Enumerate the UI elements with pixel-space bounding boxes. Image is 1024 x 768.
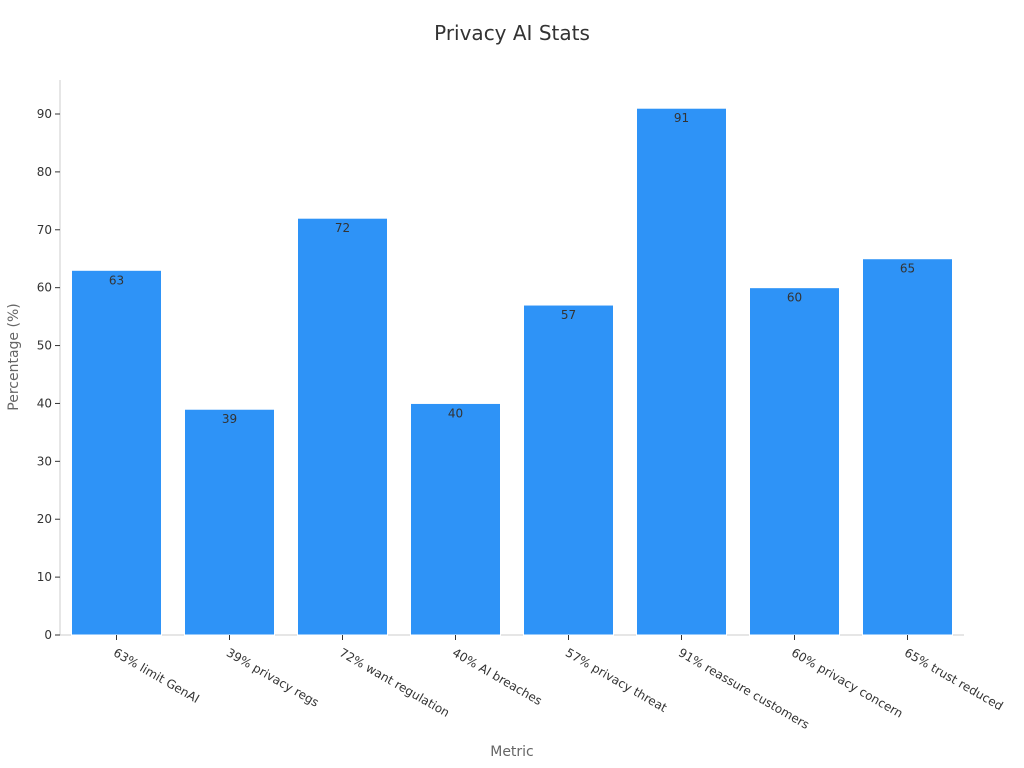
- y-tick-label: 80: [37, 165, 52, 179]
- x-tick-label: 40% AI breaches: [450, 645, 544, 708]
- data-label: 39: [222, 412, 237, 426]
- bar[interactable]: [297, 217, 388, 636]
- bar[interactable]: [749, 287, 840, 636]
- y-axis-title: Percentage (%): [6, 303, 22, 410]
- y-tick-label: 90: [37, 107, 52, 121]
- y-tick-label: 60: [37, 281, 52, 295]
- bar[interactable]: [523, 304, 614, 636]
- plot-area: 0 10 20 30 40 50 60 70 80 90 63 63% limit GenAI 39 39…: [37, 80, 1005, 732]
- y-tick-label: 30: [37, 454, 52, 468]
- data-label: 72: [335, 221, 350, 235]
- data-label: 91: [674, 111, 689, 125]
- data-label: 63: [109, 273, 124, 287]
- data-label: 60: [787, 291, 802, 305]
- y-tick-label: 10: [37, 570, 52, 584]
- y-tick-label: 40: [37, 396, 52, 410]
- y-tick-label: 50: [37, 339, 52, 353]
- bar[interactable]: [410, 402, 501, 636]
- y-tick-label: 0: [44, 628, 52, 642]
- chart-title: Privacy AI Stats: [434, 21, 590, 45]
- bar[interactable]: [636, 107, 727, 636]
- x-tick-label: 63% limit GenAI: [111, 645, 202, 705]
- x-tick-label: 65% trust reduced: [902, 645, 1005, 713]
- data-label: 40: [448, 406, 463, 420]
- data-label: 57: [561, 308, 576, 322]
- x-tick-label: 39% privacy regs: [224, 645, 321, 709]
- bar[interactable]: [184, 408, 275, 636]
- x-tick-label: 60% privacy concern: [789, 645, 905, 720]
- bar[interactable]: [862, 258, 953, 636]
- x-tick-label: 57% privacy threat: [563, 645, 670, 715]
- data-label: 65: [900, 262, 915, 276]
- y-tick-label: 20: [37, 512, 52, 526]
- y-tick-label: 70: [37, 223, 52, 237]
- x-axis-title: Metric: [490, 744, 534, 760]
- x-tick-label: 72% want regulation: [337, 645, 452, 719]
- bar[interactable]: [71, 269, 162, 636]
